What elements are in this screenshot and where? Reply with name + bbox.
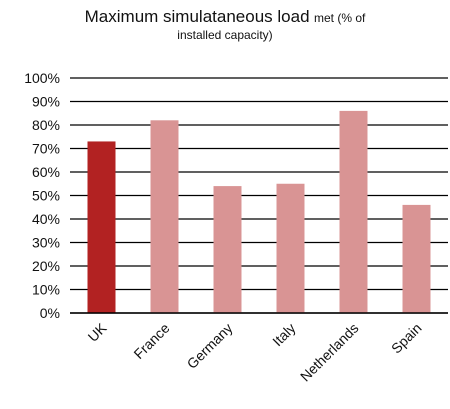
bar-spain: [402, 204, 431, 313]
x-tick-label: UK: [85, 319, 111, 345]
x-tick-label: Spain: [388, 320, 425, 357]
chart-title: Maximum simulataneous load met (% of ins…: [0, 6, 450, 43]
y-tick-label: 0%: [40, 305, 60, 321]
y-tick-label: 50%: [32, 188, 60, 204]
y-tick-label: 90%: [32, 94, 60, 110]
y-tick-label: 40%: [32, 211, 60, 227]
y-tick-label: 10%: [32, 282, 60, 298]
x-tick-label: Netherlands: [297, 320, 362, 385]
y-tick-label: 60%: [32, 164, 60, 180]
chart-title-tail: met (% of: [313, 11, 366, 25]
x-tick-label: Italy: [269, 320, 298, 349]
x-tick-label: Germany: [184, 320, 236, 372]
y-tick-label: 80%: [32, 117, 60, 133]
bar-germany: [213, 186, 242, 313]
y-tick-label: 30%: [32, 235, 60, 251]
chart-title-line2: installed capacity): [177, 28, 273, 42]
bar-netherlands: [339, 110, 368, 314]
bar-italy: [276, 183, 305, 313]
y-tick-label: 20%: [32, 258, 60, 274]
bar-france: [150, 120, 179, 313]
bar-uk: [87, 141, 116, 313]
chart-title-main: Maximum simulataneous load: [84, 7, 310, 26]
y-tick-label: 70%: [32, 141, 60, 157]
x-tick-label: France: [130, 320, 172, 362]
y-tick-label: 100%: [24, 70, 60, 86]
